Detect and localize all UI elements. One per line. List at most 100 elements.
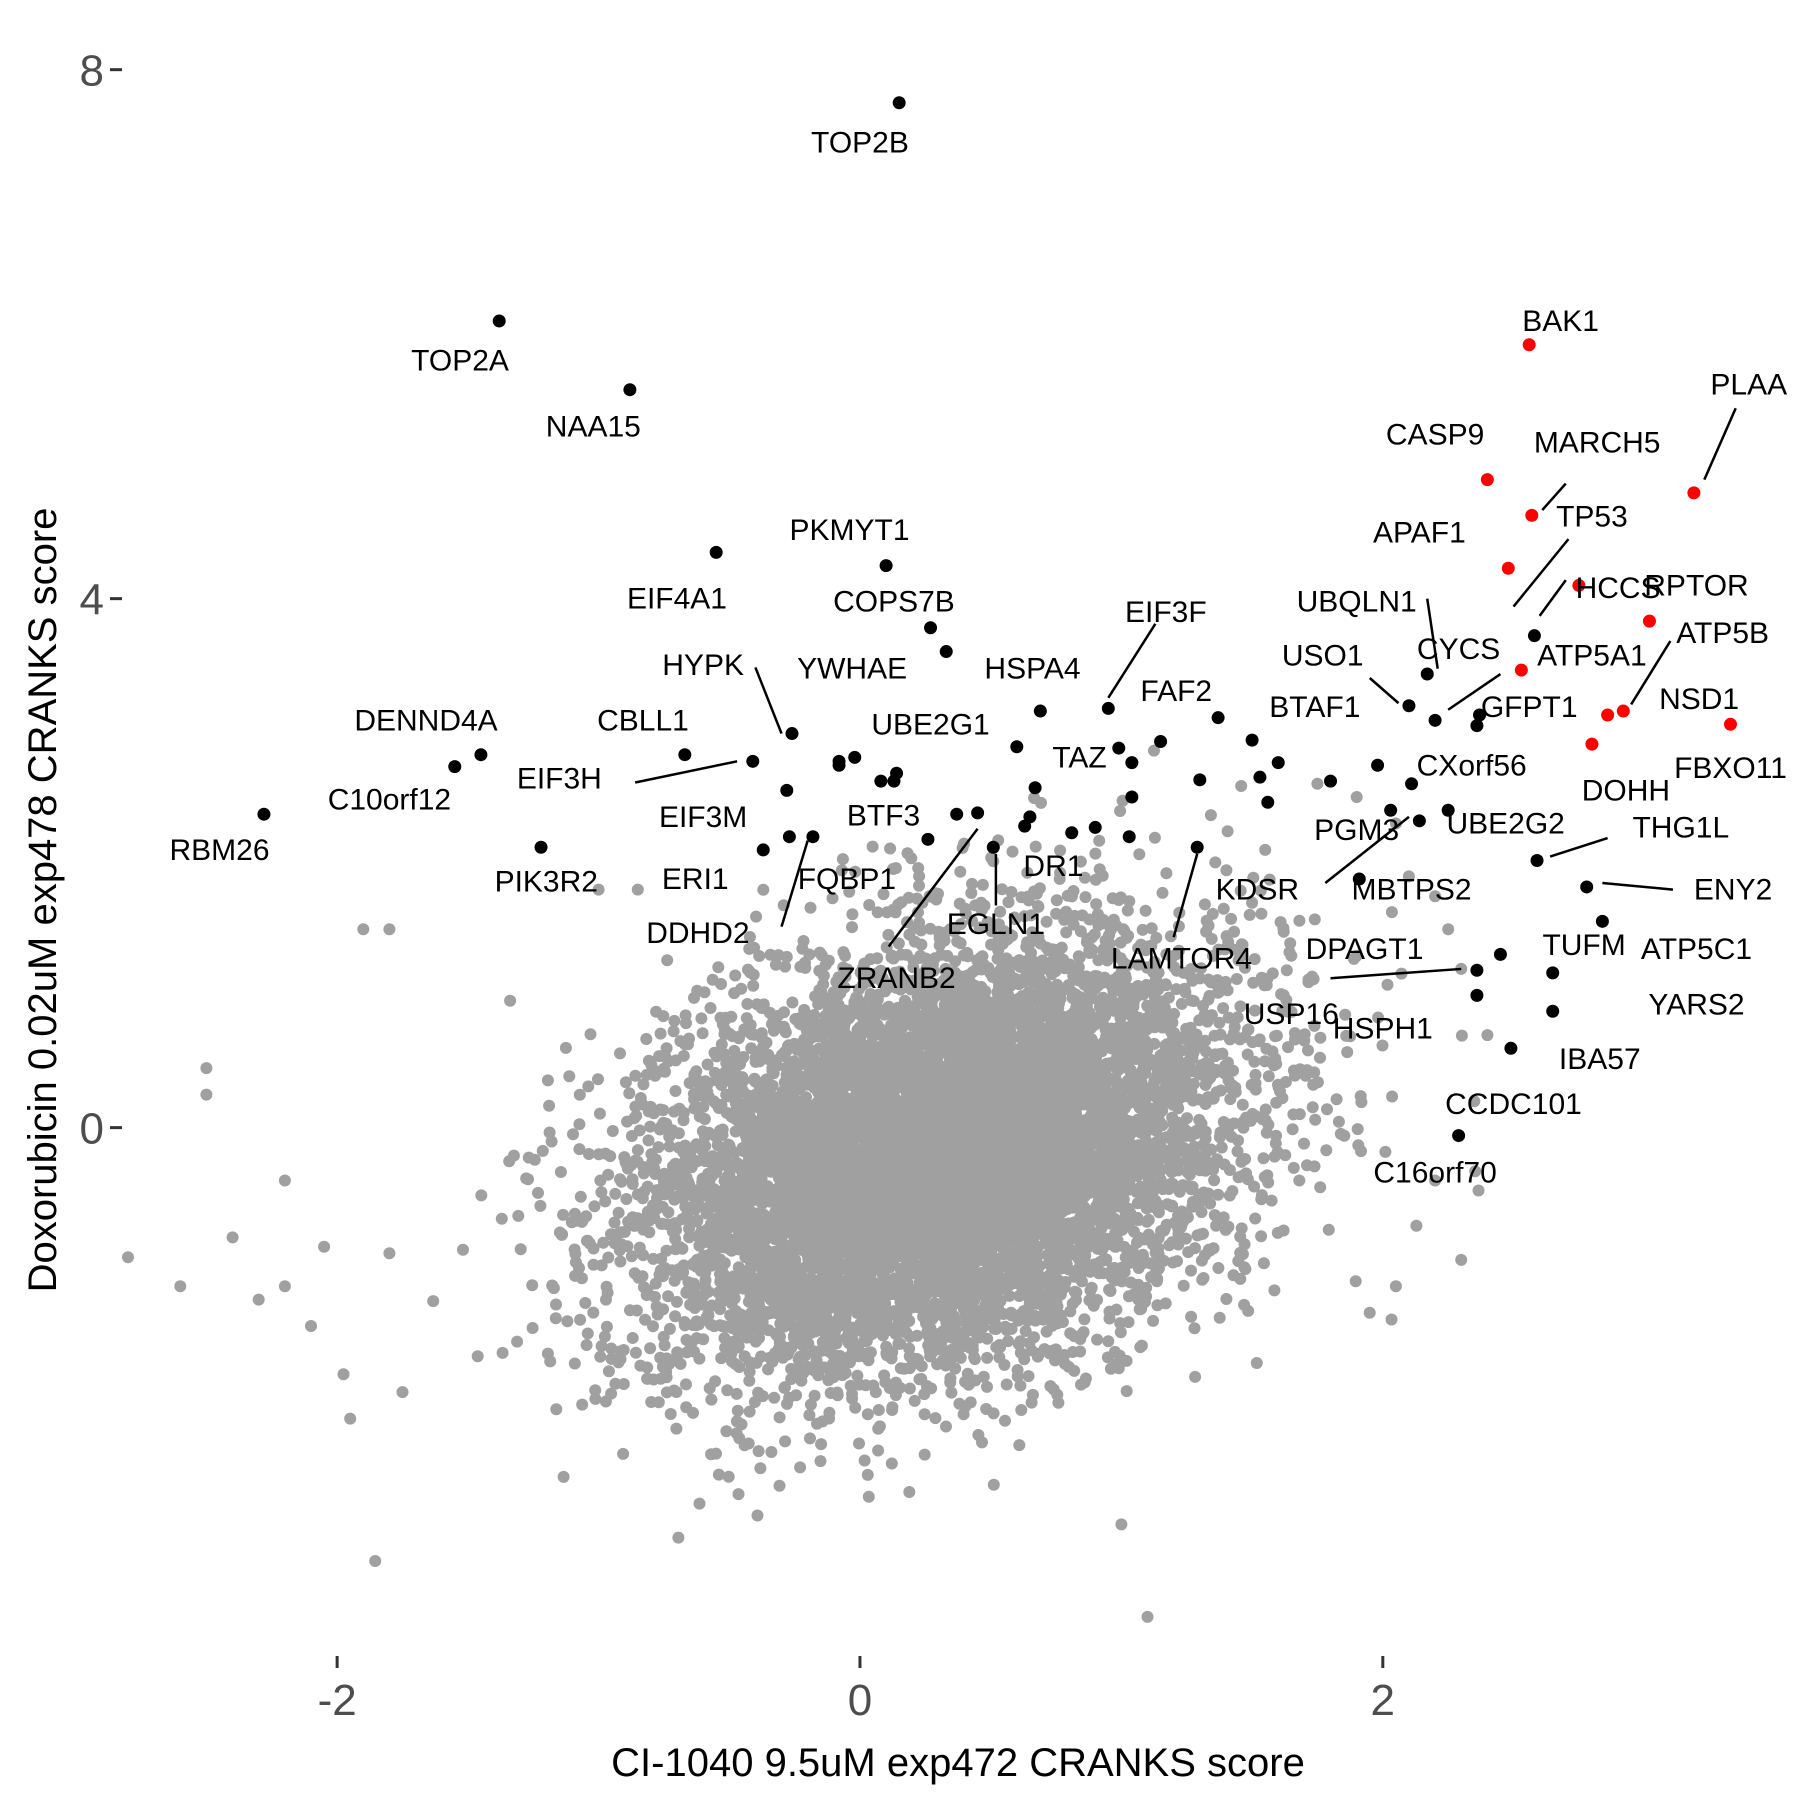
- background-point: [573, 1143, 586, 1156]
- background-point: [641, 1372, 654, 1385]
- background-point: [1307, 1078, 1320, 1091]
- background-point: [629, 1346, 642, 1359]
- background-point: [1204, 809, 1217, 822]
- background-point: [779, 1435, 792, 1448]
- background-point: [743, 1374, 756, 1387]
- background-point: [785, 1373, 798, 1385]
- background-point: [496, 1346, 509, 1359]
- background-point: [606, 1125, 619, 1137]
- background-point: [747, 979, 760, 992]
- background-point: [475, 1189, 488, 1202]
- background-point: [644, 1342, 657, 1355]
- background-point: [1265, 1194, 1278, 1207]
- background-point: [1148, 831, 1161, 844]
- background-point: [981, 1380, 993, 1393]
- background-point: [632, 1271, 645, 1284]
- background-point: [670, 1422, 683, 1435]
- background-point: [1372, 1011, 1385, 1024]
- background-point: [626, 1332, 639, 1344]
- background-point: [1078, 871, 1091, 884]
- background-point: [1090, 898, 1103, 911]
- background-point: [532, 1186, 544, 1199]
- background-point: [720, 1425, 733, 1438]
- background-point: [631, 1144, 644, 1157]
- background-point: [679, 1009, 692, 1022]
- background-point: [576, 1398, 589, 1411]
- background-point: [814, 1455, 827, 1468]
- background-point: [526, 1322, 539, 1334]
- background-point: [617, 1378, 630, 1390]
- background-point: [574, 1190, 587, 1203]
- background-point: [457, 1243, 469, 1256]
- background-point: [693, 1497, 706, 1510]
- background-point: [1351, 1123, 1364, 1136]
- background-point: [584, 1028, 597, 1041]
- background-point: [1247, 976, 1260, 989]
- background-point: [1268, 1284, 1281, 1297]
- background-point: [625, 1250, 638, 1263]
- background-point: [1177, 1279, 1190, 1292]
- background-point: [601, 1286, 614, 1299]
- background-point: [1224, 1093, 1237, 1106]
- background-point: [1103, 1283, 1116, 1296]
- background-point: [1277, 1224, 1290, 1237]
- background-point: [701, 1058, 714, 1071]
- background-point: [1040, 915, 1053, 928]
- background-point: [633, 1241, 646, 1254]
- background-point: [511, 1335, 524, 1348]
- background-point: [582, 1148, 595, 1160]
- background-point: [721, 1384, 734, 1397]
- background-point: [1110, 1303, 1123, 1316]
- background-point: [705, 1393, 718, 1406]
- background-point: [1006, 845, 1019, 858]
- background-point: [1217, 902, 1230, 915]
- background-point: [526, 1279, 539, 1292]
- background-point: [1167, 1256, 1179, 1269]
- background-point: [1268, 1150, 1281, 1163]
- background-point: [1064, 1327, 1077, 1340]
- background-point: [1261, 972, 1274, 985]
- background-point: [1298, 1137, 1310, 1150]
- background-point: [1198, 898, 1211, 911]
- background-point: [915, 1372, 928, 1385]
- background-point: [750, 910, 763, 923]
- background-point: [913, 879, 925, 892]
- background-point: [954, 865, 967, 878]
- background-point: [1204, 1197, 1217, 1210]
- background-point: [637, 1167, 650, 1180]
- background-point: [786, 996, 799, 1009]
- background-point: [661, 954, 674, 967]
- background-point: [1223, 1189, 1236, 1202]
- background-point: [1255, 907, 1268, 920]
- background-point: [557, 1470, 570, 1483]
- background-point: [1314, 1181, 1327, 1194]
- background-point: [733, 1361, 746, 1373]
- background-point: [846, 908, 859, 921]
- background-point: [886, 1401, 899, 1414]
- background-point: [912, 862, 925, 875]
- background-point: [846, 921, 858, 934]
- background-point: [981, 1351, 994, 1364]
- background-point: [561, 1315, 574, 1328]
- background-point: [1050, 894, 1063, 907]
- background-point: [903, 1382, 916, 1395]
- background-point: [541, 1074, 554, 1087]
- background-point: [705, 1448, 718, 1461]
- background-point: [1257, 1152, 1270, 1165]
- background-point: [1341, 1046, 1354, 1059]
- background-point: [554, 1166, 567, 1178]
- background-point: [599, 1195, 612, 1208]
- background-point: [1249, 1083, 1262, 1096]
- background-point: [1225, 912, 1238, 925]
- background-point: [669, 1310, 682, 1323]
- background-point: [543, 1099, 556, 1112]
- background-point: [864, 1346, 877, 1359]
- background-point: [712, 961, 725, 974]
- background-point: [743, 931, 756, 943]
- background-point: [574, 1313, 587, 1326]
- background-point: [1231, 1145, 1244, 1158]
- background-point: [731, 1404, 744, 1417]
- background-point: [1151, 1299, 1164, 1312]
- background-point: [929, 1412, 942, 1425]
- background-point: [743, 942, 756, 955]
